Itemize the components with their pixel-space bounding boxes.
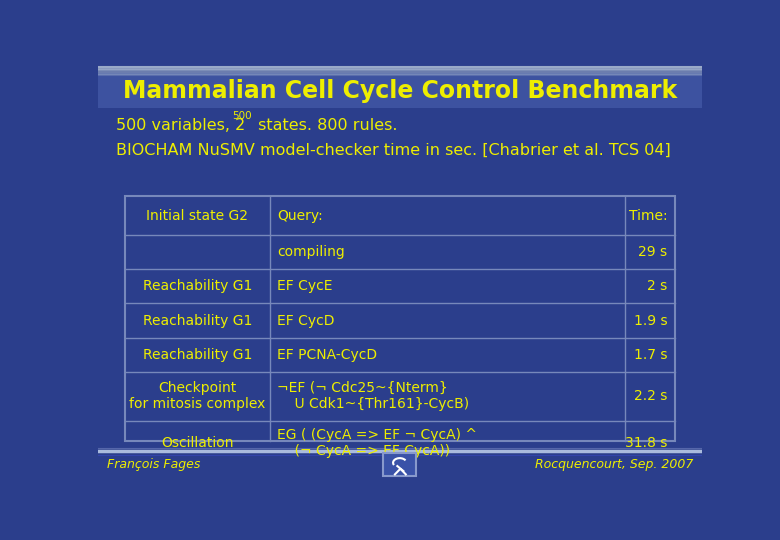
Text: Oscillation: Oscillation: [161, 436, 233, 450]
Text: ¬EF (¬ Cdc25~{Nterm}
    U Cdk1~{Thr161}-CycB): ¬EF (¬ Cdc25~{Nterm} U Cdk1~{Thr161}-Cyc…: [277, 381, 469, 411]
Text: EF CycE: EF CycE: [277, 279, 332, 293]
Text: Initial state G2: Initial state G2: [146, 208, 248, 222]
Text: EF CycD: EF CycD: [277, 314, 335, 328]
Text: Reachability G1: Reachability G1: [143, 314, 252, 328]
Text: states. 800 rules.: states. 800 rules.: [254, 118, 398, 133]
Text: 500 variables, 2: 500 variables, 2: [115, 118, 245, 133]
Text: Reachability G1: Reachability G1: [143, 279, 252, 293]
Text: Time:: Time:: [629, 208, 668, 222]
Text: BIOCHAM NuSMV model-checker time in sec. [Chabrier et al. TCS 04]: BIOCHAM NuSMV model-checker time in sec.…: [115, 143, 670, 158]
Bar: [98, 73, 702, 109]
Text: François Fages: François Fages: [107, 458, 200, 471]
Text: 2.2 s: 2.2 s: [634, 389, 668, 403]
Bar: [125, 196, 675, 441]
Text: Rocquencourt, Sep. 2007: Rocquencourt, Sep. 2007: [534, 458, 693, 471]
Text: Mammalian Cell Cycle Control Benchmark: Mammalian Cell Cycle Control Benchmark: [122, 79, 677, 103]
Text: Reachability G1: Reachability G1: [143, 348, 252, 362]
Text: 1.7 s: 1.7 s: [634, 348, 668, 362]
Text: compiling: compiling: [277, 245, 345, 259]
Text: 2 s: 2 s: [647, 279, 668, 293]
Text: 29 s: 29 s: [638, 245, 668, 259]
Text: 1.9 s: 1.9 s: [634, 314, 668, 328]
Text: 500: 500: [232, 111, 251, 121]
Text: Checkpoint
for mitosis complex: Checkpoint for mitosis complex: [129, 381, 265, 411]
Text: Query:: Query:: [277, 208, 323, 222]
Text: 31.8 s: 31.8 s: [625, 436, 668, 450]
Text: EG ( (CycA => EF ¬ CycA) ^
    (¬ CycA => EF CycA)): EG ( (CycA => EF ¬ CycA) ^ (¬ CycA => EF…: [277, 428, 477, 458]
FancyBboxPatch shape: [383, 454, 417, 476]
Text: EF PCNA-CycD: EF PCNA-CycD: [277, 348, 378, 362]
